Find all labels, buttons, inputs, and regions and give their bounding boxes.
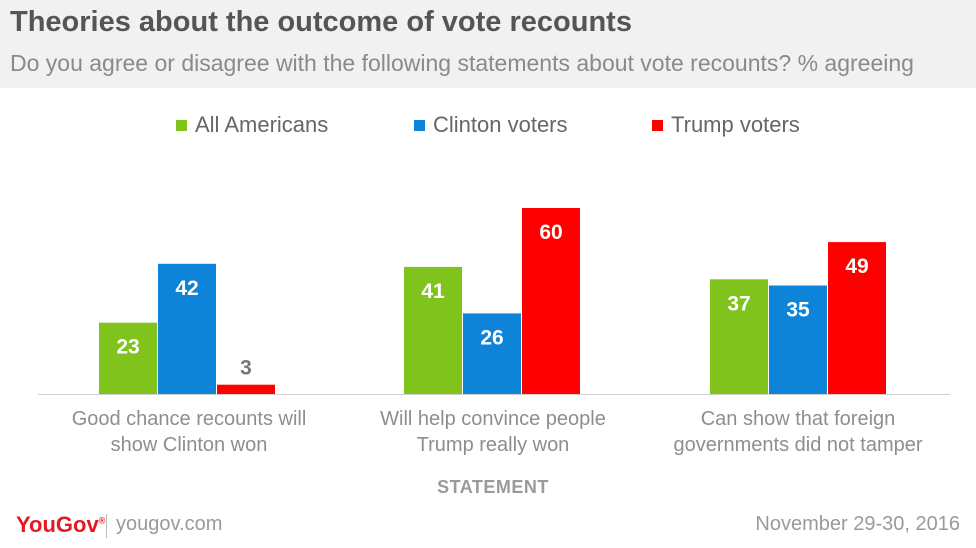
legend-swatch-clinton-voters bbox=[414, 119, 425, 131]
category-label-3-line-2: governments did not tamper bbox=[673, 434, 923, 456]
bar-trump-voters-2 bbox=[522, 208, 580, 394]
chart-subtitle: Do you agree or disagree with the follow… bbox=[10, 50, 914, 76]
logo-registered-mark: ® bbox=[98, 515, 106, 526]
legend-swatch-all-americans bbox=[176, 119, 187, 131]
data-label-clinton-voters-3: 35 bbox=[786, 299, 810, 322]
category-label-1: Good chance recounts will show Clinton w… bbox=[39, 406, 339, 458]
data-label-all-americans-3: 37 bbox=[727, 292, 750, 315]
yougov-logo: YouGov® bbox=[16, 512, 105, 538]
legend-label-clinton-voters: Clinton voters bbox=[433, 112, 568, 137]
category-label-3: Can show that foreign governments did no… bbox=[648, 406, 948, 458]
bar-chart: 23 41 37 42 26 35 3 60 49 bbox=[38, 208, 950, 395]
bar-clinton-voters-3 bbox=[769, 285, 827, 394]
bar-trump-voters-3 bbox=[828, 242, 886, 394]
category-label-2-line-1: Will help convince people bbox=[380, 408, 606, 430]
category-label-2: Will help convince people Trump really w… bbox=[343, 406, 643, 458]
bar-all-americans-2 bbox=[404, 266, 462, 394]
footer-date: November 29-30, 2016 bbox=[755, 513, 960, 535]
category-label-1-line-1: Good chance recounts will bbox=[71, 408, 307, 430]
legend-item-trump-voters: Trump voters bbox=[652, 110, 800, 140]
x-axis-title: STATEMENT bbox=[437, 477, 549, 497]
chart-title: Theories about the outcome of vote recou… bbox=[10, 6, 632, 38]
category-label-2-line-2: Trump really won bbox=[416, 434, 570, 456]
legend-swatch-trump-voters bbox=[652, 119, 663, 131]
data-label-clinton-voters-2: 26 bbox=[480, 326, 503, 349]
legend-item-clinton-voters: Clinton voters bbox=[414, 110, 568, 140]
logo-text: YouGov bbox=[16, 512, 99, 537]
category-label-1-line-2: show Clinton won bbox=[110, 434, 268, 456]
legend-label-trump-voters: Trump voters bbox=[671, 112, 800, 137]
footer-site: yougov.com bbox=[116, 513, 223, 535]
data-label-trump-voters-2: 60 bbox=[539, 221, 562, 244]
bar-all-americans-1 bbox=[99, 322, 157, 394]
bar-clinton-voters-2 bbox=[463, 313, 521, 394]
data-label-clinton-voters-1: 42 bbox=[175, 277, 198, 300]
data-label-trump-voters-3: 49 bbox=[845, 255, 868, 278]
legend: All Americans Clinton voters Trump voter… bbox=[0, 110, 976, 140]
legend-label-all-americans: All Americans bbox=[195, 112, 329, 137]
footer-divider bbox=[106, 514, 107, 538]
category-label-3-line-1: Can show that foreign bbox=[700, 408, 896, 430]
bar-trump-voters-1 bbox=[217, 384, 275, 394]
legend-item-all-americans: All Americans bbox=[176, 110, 328, 140]
data-label-all-americans-2: 41 bbox=[421, 280, 445, 303]
data-label-all-americans-1: 23 bbox=[116, 336, 139, 359]
bar-clinton-voters-1 bbox=[158, 263, 216, 394]
data-label-trump-voters-1: 3 bbox=[240, 357, 252, 380]
header-band: Theories about the outcome of vote recou… bbox=[0, 0, 976, 88]
bar-all-americans-3 bbox=[710, 279, 768, 394]
